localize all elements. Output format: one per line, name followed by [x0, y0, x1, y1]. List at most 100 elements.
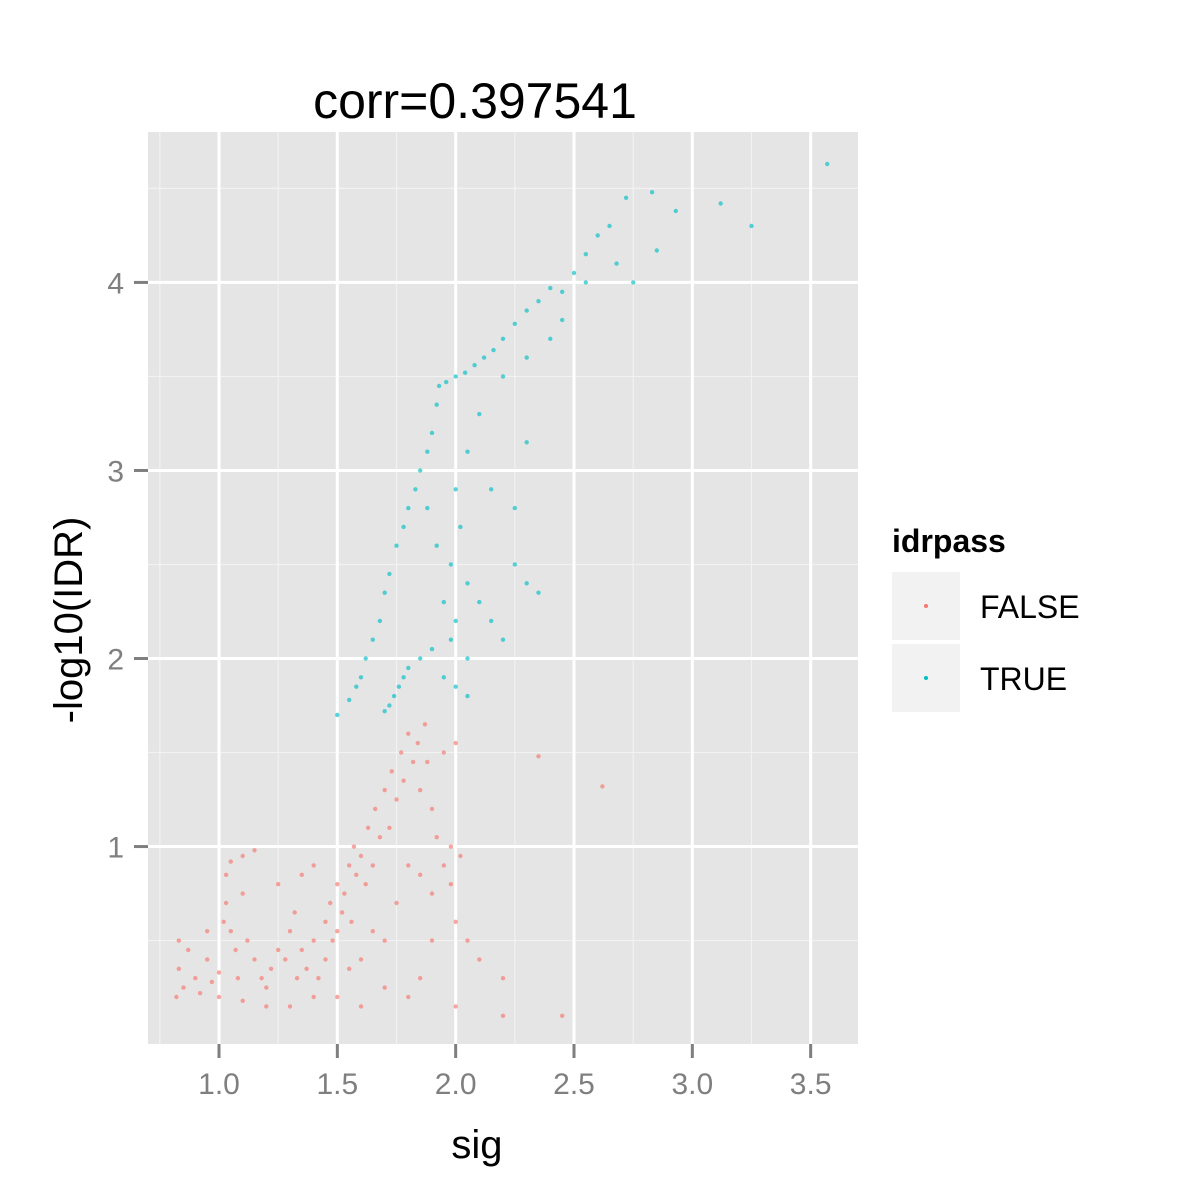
data-point-true — [614, 261, 619, 266]
data-point-false — [311, 994, 316, 1000]
data-point-true — [370, 637, 375, 642]
data-point-false — [299, 947, 304, 953]
data-point-true — [673, 208, 678, 214]
data-point-false — [406, 994, 411, 1000]
data-point-true — [387, 571, 392, 577]
data-point-false — [283, 957, 288, 962]
data-point-false — [276, 882, 281, 887]
data-point-true — [583, 252, 588, 257]
data-point-false — [205, 957, 210, 962]
x-tick-label: 3.5 — [790, 1068, 832, 1101]
data-point-false — [228, 859, 233, 864]
data-point-true — [560, 289, 565, 294]
data-point-false — [264, 985, 269, 990]
data-point-false — [429, 938, 435, 943]
data-point-false — [418, 787, 423, 793]
data-point-false — [458, 853, 463, 859]
data-point-true — [548, 285, 553, 291]
data-point-true — [571, 270, 577, 276]
data-point-true — [462, 370, 468, 375]
data-point-false — [311, 938, 316, 943]
data-point-true — [434, 543, 439, 548]
data-point-true — [406, 665, 411, 671]
data-point-true — [718, 201, 723, 206]
data-point-false — [209, 979, 215, 985]
data-point-true — [749, 223, 754, 229]
data-point-false — [181, 985, 186, 990]
data-point-false — [347, 966, 352, 971]
data-point-true — [489, 618, 494, 624]
y-tick-label: 4 — [107, 267, 124, 300]
data-point-true — [465, 581, 470, 586]
data-point-true — [458, 524, 463, 530]
data-point-true — [434, 402, 439, 407]
x-tick-label: 1.0 — [198, 1068, 240, 1101]
plot-panel — [148, 132, 858, 1044]
data-point-true — [453, 487, 458, 492]
data-point-false — [276, 947, 281, 953]
data-point-false — [422, 722, 428, 727]
data-point-false — [176, 938, 181, 943]
data-point-true — [489, 487, 494, 492]
data-point-false — [500, 976, 506, 981]
y-tick-label: 3 — [107, 455, 124, 488]
data-point-true — [524, 355, 529, 360]
data-point-true — [548, 336, 553, 341]
axis-ticks: 1.0 1.5 2.0 2.5 3.0 3.5 1 2 3 4 — [107, 267, 831, 1101]
data-point-true — [453, 618, 458, 624]
data-point-true — [491, 347, 496, 353]
data-point-false — [240, 891, 245, 896]
data-point-false — [394, 900, 399, 906]
data-point-false — [453, 1004, 458, 1009]
data-point-false — [560, 1013, 565, 1018]
data-point-false — [448, 844, 454, 849]
data-point-false — [349, 919, 354, 924]
data-point-false — [316, 976, 321, 981]
data-point-false — [365, 825, 371, 830]
data-point-true — [472, 363, 477, 368]
data-point-false — [387, 825, 392, 830]
data-point-false — [425, 759, 430, 765]
data-point-false — [418, 872, 423, 877]
data-point-false — [330, 938, 335, 943]
y-tick-label: 1 — [107, 832, 124, 865]
data-point-false — [205, 929, 210, 934]
data-point-false — [394, 797, 399, 802]
data-point-false — [358, 853, 364, 859]
data-point-true — [465, 449, 470, 454]
data-point-true — [335, 712, 340, 718]
data-point-true — [524, 581, 529, 586]
data-point-true — [444, 379, 449, 385]
data-point-true — [436, 383, 442, 389]
data-point-true — [477, 411, 482, 417]
data-point-true — [418, 468, 423, 473]
data-point-false — [223, 872, 229, 877]
data-point-true — [453, 684, 458, 689]
data-point-true — [429, 646, 435, 652]
data-point-false — [287, 929, 293, 934]
data-point-false — [358, 1004, 364, 1009]
data-point-false — [323, 957, 328, 962]
data-point-false — [245, 938, 250, 943]
data-point-false — [401, 778, 406, 783]
data-point-false — [292, 910, 297, 915]
data-points — [174, 161, 830, 1018]
legend-marker-true — [924, 676, 928, 680]
data-point-true — [583, 280, 588, 285]
data-point-false — [410, 759, 416, 765]
legend: idrpass FALSE TRUE — [892, 523, 1080, 712]
legend-label-true: TRUE — [980, 661, 1067, 697]
data-point-true — [394, 543, 399, 548]
data-point-true — [401, 675, 406, 680]
data-point-false — [339, 910, 345, 915]
data-point-false — [448, 882, 454, 887]
legend-marker-false — [924, 604, 928, 608]
data-point-false — [223, 900, 229, 906]
data-point-false — [174, 994, 179, 1000]
data-point-false — [221, 919, 226, 924]
chart-title: corr=0.397541 — [313, 73, 637, 129]
data-point-false — [441, 863, 446, 868]
data-point-false — [382, 787, 387, 793]
data-point-false — [335, 929, 340, 934]
data-point-true — [382, 590, 387, 595]
